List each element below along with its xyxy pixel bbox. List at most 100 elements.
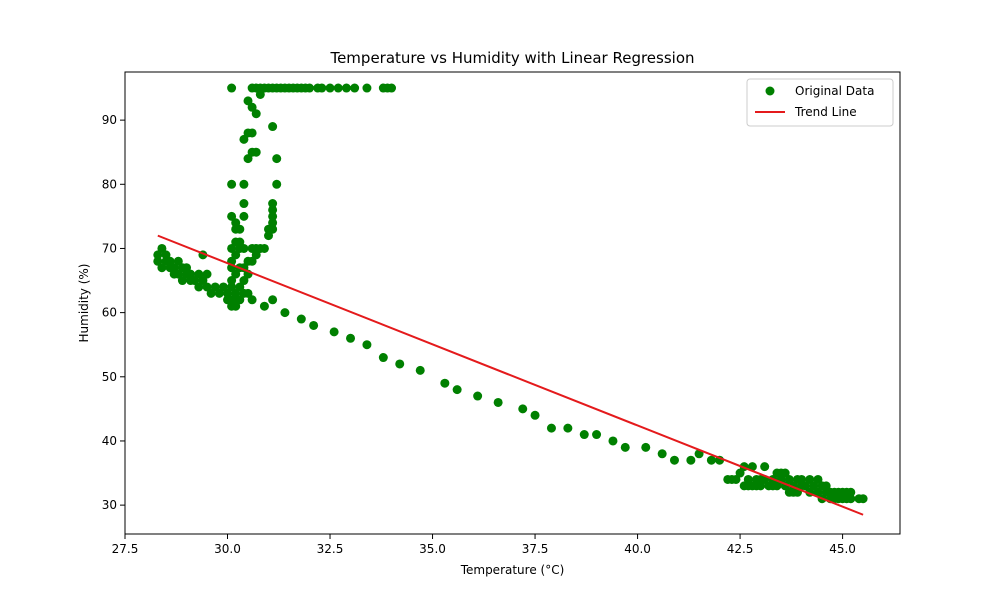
- scatter-point: [264, 231, 274, 241]
- legend-scatter-marker: [765, 86, 775, 96]
- scatter-point: [210, 282, 220, 292]
- scatter-point: [165, 256, 175, 266]
- scatter-point: [231, 250, 241, 260]
- scatter-point: [157, 263, 167, 273]
- scatter-point: [362, 83, 372, 93]
- scatter-point: [821, 481, 831, 491]
- scatter-point: [801, 481, 811, 491]
- scatter-point: [227, 276, 237, 286]
- scatter-point: [239, 276, 249, 286]
- scatter-point: [735, 468, 745, 478]
- scatter-point: [235, 237, 245, 247]
- scatter-point: [153, 256, 163, 266]
- x-tick-label: 30.0: [214, 542, 241, 556]
- scatter-point: [530, 410, 540, 420]
- y-tick-label: 60: [102, 306, 117, 320]
- scatter-point: [247, 102, 257, 112]
- scatter-point: [259, 243, 269, 253]
- scatter-point: [247, 256, 257, 266]
- scatter-point: [669, 455, 679, 465]
- scatter-point: [333, 83, 343, 93]
- scatter-point: [805, 474, 815, 484]
- scatter-point: [317, 83, 327, 93]
- scatter-point: [268, 122, 278, 132]
- scatter-point: [493, 397, 503, 407]
- scatter-point: [186, 269, 196, 279]
- scatter-point: [247, 128, 257, 138]
- scatter-point: [296, 314, 306, 324]
- scatter-point: [305, 83, 315, 93]
- scatter-point: [239, 179, 249, 189]
- scatter-point: [202, 269, 212, 279]
- scatter-point: [846, 487, 856, 497]
- scatter-point: [251, 109, 261, 119]
- trend-line: [157, 234, 864, 516]
- scatter-point: [235, 295, 245, 305]
- scatter-point: [223, 288, 233, 298]
- scatter-point: [731, 474, 741, 484]
- y-axis-ticks: 30 40 50 60 70 80 90: [102, 113, 125, 512]
- scatter-point: [268, 211, 278, 221]
- x-tick-label: 27.5: [112, 542, 139, 556]
- chart-title: Temperature vs Humidity with Linear Regr…: [329, 49, 694, 67]
- x-tick-label: 37.5: [522, 542, 549, 556]
- scatter-point: [243, 154, 253, 164]
- scatter-point: [341, 83, 351, 93]
- scatter-point: [227, 243, 237, 253]
- x-tick-label: 42.5: [727, 542, 754, 556]
- x-tick-label: 40.0: [624, 542, 651, 556]
- scatter-point: [157, 243, 167, 253]
- scatter-point: [239, 199, 249, 209]
- scatter-point: [218, 282, 228, 292]
- scatter-point: [387, 83, 397, 93]
- scatter-point: [206, 288, 216, 298]
- scatter-point: [268, 199, 278, 209]
- scatter-point: [415, 365, 425, 375]
- scatter-point: [747, 462, 757, 472]
- scatter-point: [809, 481, 819, 491]
- scatter-point: [395, 359, 405, 369]
- scatter-point: [657, 449, 667, 459]
- scatter-point: [227, 282, 237, 292]
- scatter-point: [518, 404, 528, 414]
- scatter-point: [309, 320, 319, 330]
- scatter-point: [231, 301, 241, 311]
- scatter-point: [235, 224, 245, 234]
- x-axis-label: Temperature (°C): [460, 563, 565, 577]
- x-tick-label: 45.0: [829, 542, 856, 556]
- trend-line-group: [157, 234, 864, 516]
- scatter-point: [161, 250, 171, 260]
- scatter-point: [592, 430, 602, 440]
- scatter-point: [813, 474, 823, 484]
- scatter-point: [247, 295, 257, 305]
- scatter-point: [846, 494, 856, 504]
- scatter-point: [239, 134, 249, 144]
- scatter-point: [173, 269, 183, 279]
- scatter-point: [362, 340, 372, 350]
- legend: Original Data Trend Line: [746, 78, 894, 127]
- plot-frame: [124, 71, 901, 535]
- scatter-point: [190, 276, 200, 286]
- scatter-point: [329, 327, 339, 337]
- scatter-point: [251, 250, 261, 260]
- scatter-point: [243, 96, 253, 106]
- scatter-point: [813, 487, 823, 497]
- scatter-point: [268, 205, 278, 215]
- scatter-points: [153, 83, 868, 504]
- legend-label-trend-line: Trend Line: [794, 105, 857, 119]
- y-tick-label: 70: [102, 241, 117, 255]
- y-axis-label: Humidity (%): [77, 264, 91, 343]
- legend-box: [746, 78, 894, 127]
- scatter-point: [235, 282, 245, 292]
- scatter-point: [214, 288, 224, 298]
- scatter-point: [227, 83, 237, 93]
- x-tick-label: 35.0: [419, 542, 446, 556]
- scatter-point: [251, 147, 261, 157]
- x-axis-ticks: 27.5 30.0 32.5 35.0 37.5 40.0 42.5 45.0: [112, 534, 856, 556]
- scatter-point: [177, 276, 187, 286]
- scatter-point: [255, 89, 265, 99]
- scatter-point: [756, 481, 766, 491]
- scatter-point: [350, 83, 360, 93]
- scatter-point: [268, 218, 278, 228]
- scatter-point: [772, 481, 782, 491]
